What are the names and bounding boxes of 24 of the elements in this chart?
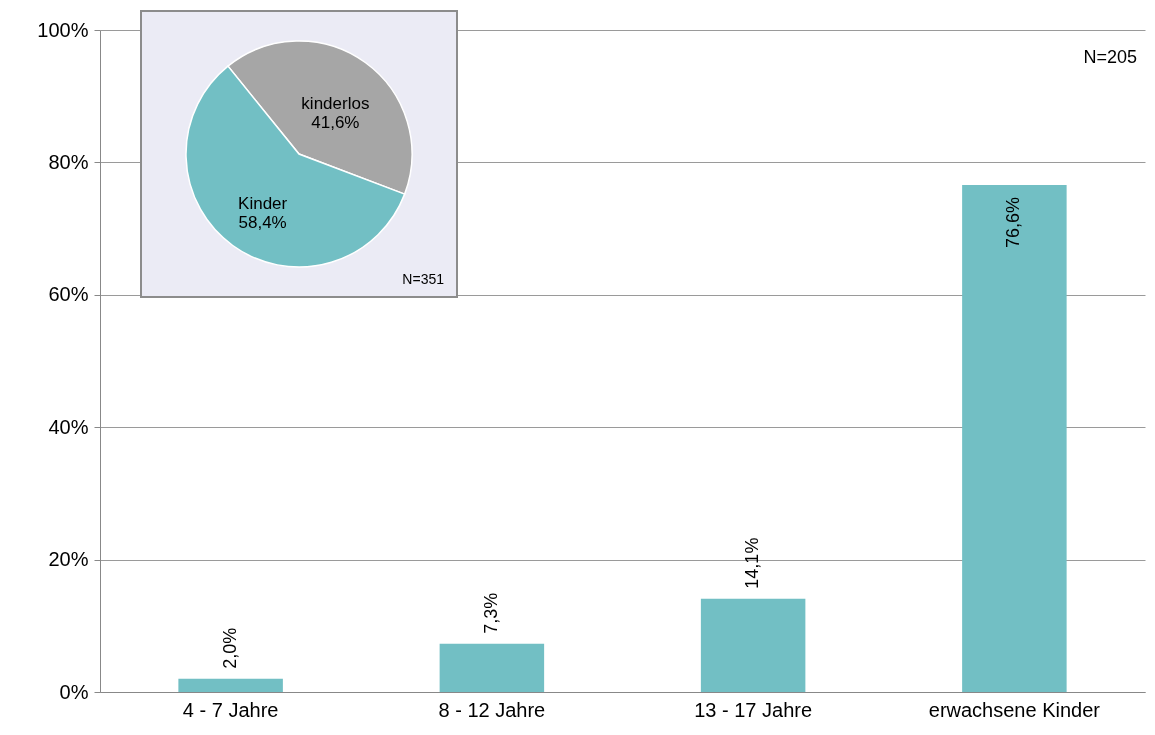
y-tick-label: 20% bbox=[48, 548, 89, 571]
data-label: 7,3% bbox=[480, 592, 501, 634]
annotation: N=205 bbox=[1083, 47, 1137, 67]
bar bbox=[439, 643, 545, 692]
bar bbox=[178, 678, 283, 692]
data-label: 41,6% bbox=[311, 112, 360, 132]
bar bbox=[962, 184, 1067, 692]
data-label: 76,6% bbox=[1003, 196, 1024, 248]
x-tick-label: 4 - 7 Jahre bbox=[182, 698, 279, 721]
y-tick-label: 40% bbox=[48, 415, 89, 438]
annotation: N=351 bbox=[402, 271, 445, 287]
y-tick-label: 80% bbox=[48, 150, 89, 173]
data-label: 14,1% bbox=[742, 537, 763, 589]
x-tick-label: 13 - 17 Jahre bbox=[694, 698, 813, 721]
x-tick-label: erwachsene Kinder bbox=[928, 698, 1101, 721]
y-tick-label: 60% bbox=[48, 283, 89, 306]
slice-label: kinderlos bbox=[301, 93, 370, 113]
data-label: 2,0% bbox=[219, 627, 240, 669]
data-label: 58,4% bbox=[238, 213, 287, 233]
x-tick-label: 8 - 12 Jahre bbox=[438, 698, 546, 721]
y-tick-label: 100% bbox=[37, 18, 89, 41]
y-tick-label: 0% bbox=[59, 680, 89, 703]
slice-label: Kinder bbox=[238, 194, 288, 214]
bar bbox=[700, 598, 806, 692]
